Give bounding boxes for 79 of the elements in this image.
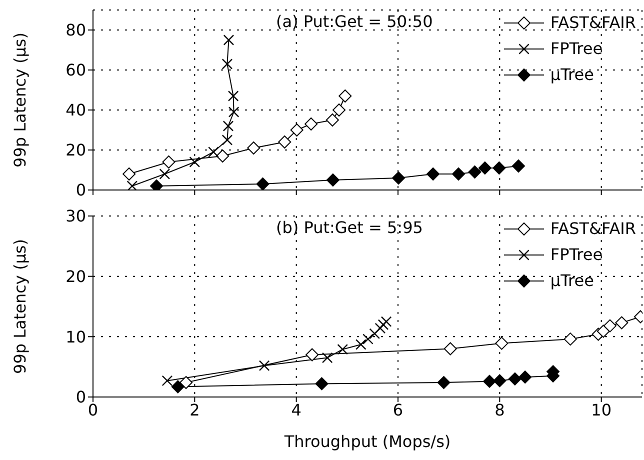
point (426, 168, 440, 180)
point (478, 162, 492, 174)
x-tick-label: 8 (494, 400, 505, 420)
y-tick-label: 60 (66, 60, 86, 80)
point (159, 168, 170, 180)
point (222, 58, 233, 70)
point (437, 376, 450, 390)
x-tick-label: 10 (591, 400, 612, 420)
legend-label: µTree (550, 64, 594, 86)
point (492, 162, 506, 174)
point (304, 118, 318, 130)
x-tick-label: 4 (291, 400, 302, 420)
point (171, 380, 184, 394)
y-axis-title: 99p Latency (µs) (10, 239, 30, 374)
point (362, 334, 374, 344)
point (483, 374, 496, 388)
y-tick-label: 40 (66, 100, 86, 120)
point (122, 168, 136, 180)
legend-label: FAST&FAIR (550, 12, 636, 34)
y-tick-label: 80 (66, 20, 86, 40)
point (126, 180, 138, 190)
legend-label: FAST&FAIR (550, 218, 636, 240)
point (369, 328, 380, 340)
point (228, 90, 239, 102)
legend-label: FPTree (550, 244, 603, 266)
point (222, 134, 233, 146)
y-tick-label: 10 (66, 327, 86, 346)
point (596, 324, 610, 338)
point (189, 156, 200, 168)
point (216, 150, 230, 162)
point (256, 178, 270, 190)
point (380, 316, 392, 327)
x-tick-label: 0 (88, 400, 98, 420)
point (338, 90, 352, 102)
legend-label: FPTree (550, 38, 603, 60)
y-tick-label: 20 (66, 267, 86, 286)
point (444, 342, 457, 356)
annotation: (a) Put:Get = 50:50 (276, 12, 433, 31)
point (180, 376, 193, 390)
point (278, 136, 292, 148)
point (258, 360, 270, 372)
point (452, 168, 465, 180)
x-tick-label: 6 (392, 400, 404, 420)
point (290, 124, 304, 136)
x-tick-label: 2 (190, 400, 200, 420)
point (322, 352, 333, 364)
point (315, 377, 328, 390)
point (512, 160, 525, 172)
x-axis-title: Throughput (Mops/s) (283, 432, 451, 451)
point (355, 339, 366, 350)
y-tick-label: 0 (76, 180, 86, 200)
point (208, 146, 219, 158)
point (223, 34, 234, 46)
annotation: (b) Put:Get = 5:95 (276, 218, 423, 237)
point (392, 172, 406, 184)
point (564, 332, 577, 346)
point (306, 348, 319, 362)
point (326, 174, 340, 186)
point (228, 106, 240, 118)
point (162, 156, 176, 168)
point (518, 370, 532, 384)
point (162, 375, 173, 386)
y-tick-label: 0 (76, 388, 86, 407)
point (508, 372, 522, 386)
point (603, 319, 616, 332)
point (468, 166, 482, 178)
point (222, 120, 234, 132)
y-axis-title: 99p Latency (µs) (10, 32, 30, 168)
point (337, 344, 348, 355)
point (495, 336, 508, 350)
point (332, 104, 346, 116)
point (326, 114, 339, 126)
point (150, 180, 164, 190)
legend-label: µTree (550, 270, 594, 292)
point (493, 374, 506, 388)
point (615, 316, 628, 330)
y-tick-label: 20 (66, 140, 86, 160)
y-tick-label: 30 (66, 206, 86, 226)
point (247, 142, 260, 154)
